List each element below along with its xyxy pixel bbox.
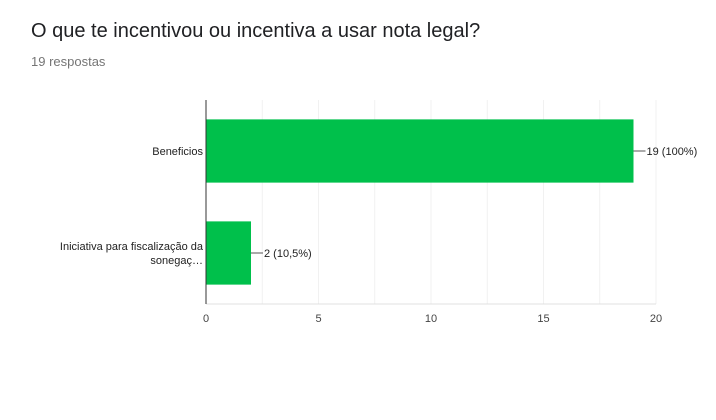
data-label: 2 (10,5%) [264, 248, 312, 260]
labels: 0 5 10 15 20 19 (100%) Beneficios 2 (10,5%) Inic… [60, 100, 697, 325]
data-label: 19 (100%) [647, 146, 698, 158]
x-tick-label: 0 [203, 313, 209, 325]
x-tick-label: 15 [537, 313, 549, 325]
x-tick-label: 10 [425, 313, 437, 325]
x-tick-label: 20 [650, 313, 662, 325]
bars [206, 119, 634, 285]
bar [206, 119, 634, 183]
x-tick-label: 5 [315, 313, 321, 325]
category-label: Beneficios [152, 146, 203, 158]
response-count: 19 respostas [31, 54, 106, 69]
category-label: sonegaç… [150, 255, 203, 267]
category-label: Iniciativa para fiscalização da [60, 241, 204, 253]
question-title: O que te incentivou ou incentiva a usar … [31, 20, 481, 42]
bar [206, 221, 251, 285]
